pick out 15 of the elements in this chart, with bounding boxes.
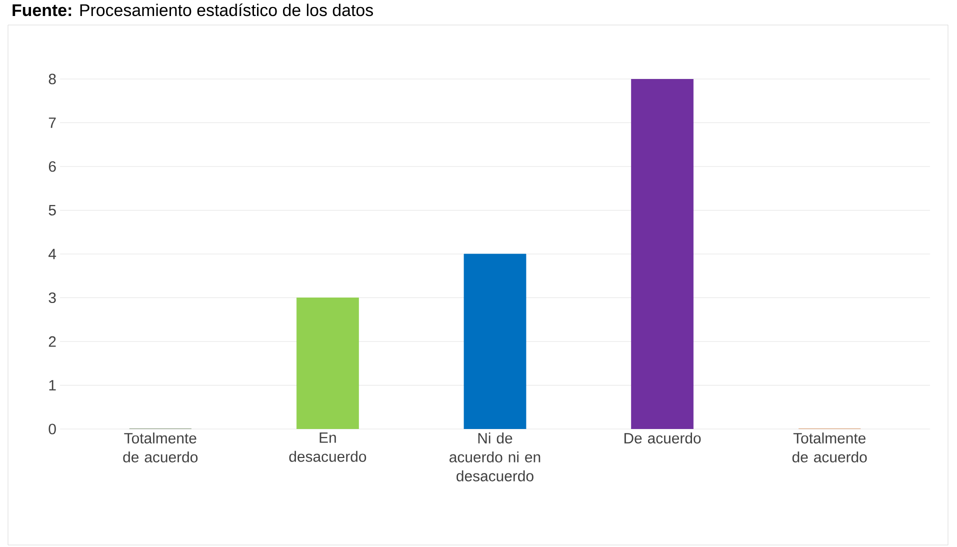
y-tick-label: 8 bbox=[48, 74, 56, 84]
y-tick-label: 5 bbox=[48, 205, 56, 216]
text: Fuente: Procesamiento estadístico de los datos bbox=[12, 4, 373, 16]
x-tick-label: De acuerdo bbox=[624, 432, 701, 444]
y-tick-label: 7 bbox=[48, 118, 56, 128]
y-tick-label: 4 bbox=[48, 248, 56, 260]
x-tick-label: Totalmente de acuerdo bbox=[792, 432, 867, 462]
y-tick-label: 2 bbox=[48, 336, 56, 347]
y-tick-label: 6 bbox=[48, 161, 56, 172]
y-tick-label: 3 bbox=[48, 292, 56, 304]
x-tick-label: En desacuerdo bbox=[289, 432, 366, 462]
x-tick-label: Totalmente de acuerdo bbox=[123, 432, 198, 462]
y-tick-label: 0 bbox=[48, 424, 56, 434]
x-tick-label: Ni de acuerdo ni en desacuerdo bbox=[450, 432, 540, 482]
y-tick-label: 1 bbox=[49, 380, 56, 390]
